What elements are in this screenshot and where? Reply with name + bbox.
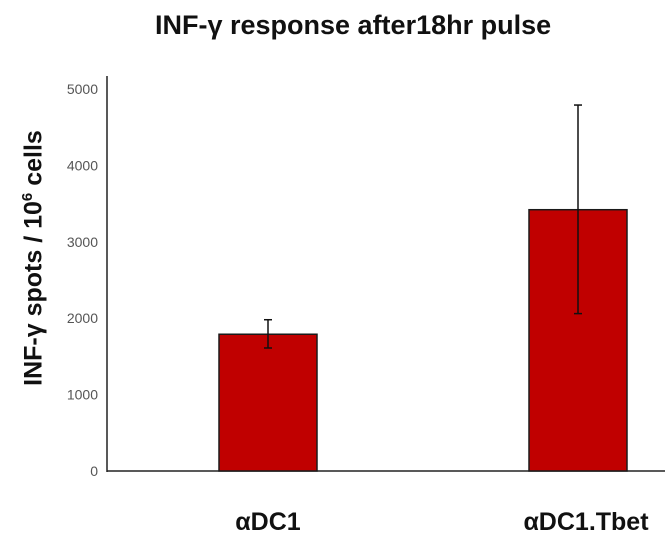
x-category-label: αDC1	[235, 508, 300, 533]
bar	[218, 333, 318, 472]
y-tick-label: 5000	[67, 81, 98, 97]
x-category-label: αDC1.Tbet	[523, 508, 649, 533]
chart-title: INF-γ response after18hr pulse	[155, 10, 552, 40]
y-tick-label: 4000	[67, 157, 98, 173]
y-tick-label: 1000	[67, 387, 98, 403]
y-tick-label: 2000	[67, 310, 98, 326]
y-tick-label: 0	[90, 463, 98, 479]
y-tick-label: 3000	[67, 234, 98, 250]
